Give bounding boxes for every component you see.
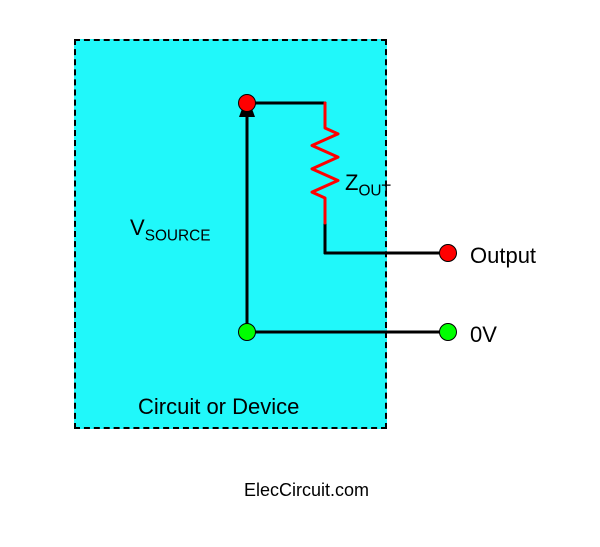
vsource-main: V [130, 215, 145, 240]
node-zero-v-terminal [439, 323, 457, 341]
zero-v-label: 0V [470, 322, 497, 348]
vsource-sub: SOURCE [145, 227, 211, 244]
output-label: Output [470, 243, 536, 269]
device-box-label: Circuit or Device [138, 394, 299, 420]
zout-sub: OUT [358, 182, 391, 199]
node-output-terminal [439, 244, 457, 262]
zout-label: ZOUT [345, 170, 391, 200]
circuit-diagram: VSOURCE ZOUT Output 0V Circuit or Device… [0, 0, 600, 547]
node-bottom [238, 323, 256, 341]
vsource-label: VSOURCE [130, 215, 211, 245]
node-top [238, 94, 256, 112]
zout-main: Z [345, 170, 358, 195]
wiring-svg [0, 0, 600, 547]
credit-label: ElecCircuit.com [244, 480, 369, 501]
